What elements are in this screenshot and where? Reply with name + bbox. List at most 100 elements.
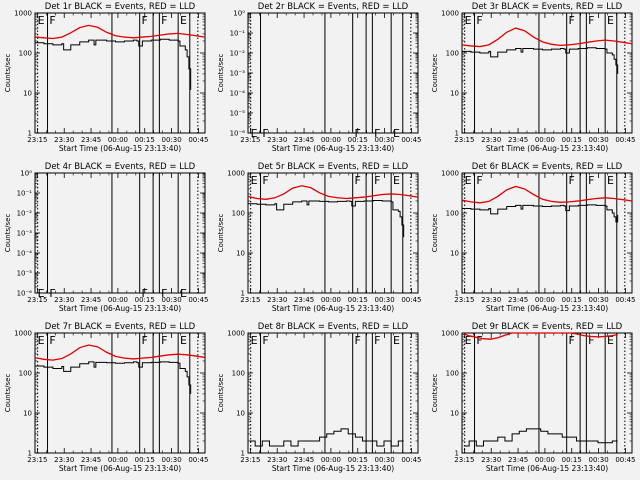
y-tick-label: 1000	[441, 170, 459, 178]
x-tick-label: 00:15	[135, 296, 155, 304]
x-tick-label: 23:15	[27, 456, 47, 464]
x-axis-label: Start Time (06-Aug-15 23:13:40)	[272, 144, 394, 153]
annotation-f: F	[262, 127, 268, 140]
series-events	[462, 204, 619, 223]
x-tick-label: 23:45	[508, 296, 528, 304]
y-tick-label: 1000	[227, 170, 245, 178]
annotation-e: E	[607, 174, 614, 187]
y-axis-label: Counts/sec	[217, 374, 225, 413]
x-tick-label: 00:00	[535, 296, 555, 304]
annotation-f: F	[262, 174, 268, 187]
y-tick-label: 1000	[441, 10, 459, 18]
x-tick-label: 23:45	[294, 296, 314, 304]
annotation-e: E	[180, 14, 187, 27]
chart-title: Det 6r BLACK = Events, RED = LLD	[472, 162, 623, 172]
series-lld	[461, 27, 633, 48]
series-lld	[461, 185, 633, 204]
y-tick-label: 100	[19, 50, 32, 58]
x-tick-label: 00:15	[135, 456, 155, 464]
x-tick-label: 00:00	[535, 136, 555, 144]
series-events	[35, 361, 192, 394]
y-tick-label: 10	[236, 250, 245, 258]
series-lld	[247, 185, 419, 200]
annotation-f: F	[141, 287, 147, 300]
chart-title: Det 7r BLACK = Events, RED = LLD	[45, 322, 196, 332]
y-tick-label: 100	[446, 370, 459, 378]
plot-frame	[247, 332, 419, 454]
y-tick-label: 1000	[14, 10, 32, 18]
annotation-f: F	[568, 174, 574, 187]
y-tick-label: 100	[19, 370, 32, 378]
x-tick-label: 00:45	[401, 456, 421, 464]
x-tick-label: 23:45	[294, 136, 314, 144]
y-tick-label: 1000	[441, 330, 459, 338]
y-tick-label: 10	[23, 410, 32, 418]
y-tick-label: 1000	[227, 330, 245, 338]
x-tick-label: 00:15	[562, 136, 582, 144]
y-axis-label: Counts/sec	[217, 214, 225, 253]
annotation-e: E	[607, 334, 614, 347]
x-axis-label: Start Time (06-Aug-15 23:13:40)	[486, 464, 608, 473]
x-tick-label: 00:30	[588, 296, 608, 304]
x-axis-label: Start Time (06-Aug-15 23:13:40)	[59, 304, 181, 313]
x-tick-label: 00:45	[188, 296, 208, 304]
y-tick-label: 1	[241, 450, 245, 458]
series-events	[249, 428, 404, 447]
y-tick-label: 10⁻⁵	[17, 270, 33, 278]
y-axis-label: Counts/sec	[431, 374, 439, 413]
y-tick-label: 10⁻²	[17, 210, 33, 218]
x-tick-label: 23:45	[508, 136, 528, 144]
annotation-f: F	[476, 14, 482, 27]
x-tick-label: 00:00	[321, 136, 341, 144]
annotation-e: E	[251, 127, 258, 140]
x-tick-label: 23:30	[481, 296, 501, 304]
x-tick-label: 23:45	[294, 456, 314, 464]
y-tick-label: 10⁻²	[230, 50, 246, 58]
annotation-e: E	[38, 14, 45, 27]
annotation-f: F	[588, 334, 594, 347]
annotation-f: F	[354, 334, 360, 347]
y-axis-label: Counts/sec	[4, 54, 12, 93]
x-tick-label: 23:15	[454, 296, 474, 304]
annotation-f: F	[49, 334, 55, 347]
y-tick-label: 10⁻³	[230, 70, 246, 78]
annotation-e: E	[251, 334, 258, 347]
x-tick-label: 00:00	[108, 136, 128, 144]
x-tick-label: 23:45	[81, 136, 101, 144]
chart-title: Det 9r BLACK = Events, RED = LLD	[472, 322, 623, 332]
x-tick-label: 23:45	[508, 456, 528, 464]
series-events	[35, 38, 192, 90]
y-tick-label: 100	[446, 210, 459, 218]
annotation-e: E	[38, 334, 45, 347]
plot-frame	[34, 172, 206, 294]
annotation-e: E	[38, 287, 45, 300]
x-tick-label: 00:30	[374, 136, 394, 144]
x-tick-label: 00:45	[615, 296, 635, 304]
panel-det-4r: Det 4r BLACK = Events, RED = LLD 10⁻⁶ 10⁻⁵…	[4, 162, 209, 313]
x-tick-label: 23:15	[454, 136, 474, 144]
x-tick-label: 00:45	[401, 136, 421, 144]
series-events	[462, 47, 619, 74]
x-tick-label: 00:00	[321, 456, 341, 464]
x-tick-label: 00:30	[374, 296, 394, 304]
chart-title: Det 1r BLACK = Events, RED = LLD	[45, 2, 196, 12]
x-tick-label: 23:15	[27, 296, 47, 304]
chart-title: Det 3r BLACK = Events, RED = LLD	[472, 2, 623, 12]
x-tick-label: 23:30	[54, 296, 74, 304]
annotation-f: F	[161, 14, 167, 27]
x-tick-label: 00:15	[562, 456, 582, 464]
y-tick-label: 1000	[14, 330, 32, 338]
plot-frame	[461, 12, 633, 134]
x-tick-label: 00:45	[401, 296, 421, 304]
x-tick-label: 23:30	[481, 456, 501, 464]
x-tick-label: 00:00	[321, 296, 341, 304]
x-tick-label: 23:15	[454, 456, 474, 464]
plot-frame	[461, 332, 633, 454]
annotation-e: E	[465, 334, 472, 347]
annotation-f: F	[568, 14, 574, 27]
x-tick-label: 23:15	[240, 136, 260, 144]
y-tick-label: 100	[232, 210, 245, 218]
chart-title: Det 8r BLACK = Events, RED = LLD	[258, 322, 409, 332]
y-axis-label: Counts/sec	[4, 374, 12, 413]
